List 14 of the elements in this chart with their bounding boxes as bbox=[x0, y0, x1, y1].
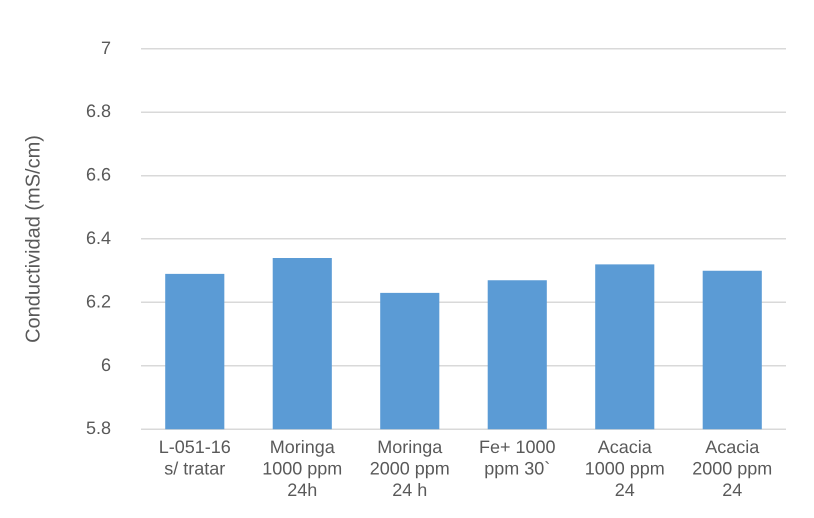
x-tick-label: Moringa 2000 ppm 24 h bbox=[370, 436, 450, 500]
y-axis-title: Conductividad (mS/cm) bbox=[22, 135, 45, 343]
y-tick-label: 6.6 bbox=[86, 164, 112, 185]
y-tick-label: 7 bbox=[101, 38, 112, 58]
x-tick-label: L-051-16 s/ tratar bbox=[158, 436, 231, 479]
x-tick-label: Acacia 1000 ppm 24 bbox=[584, 436, 665, 500]
y-tick-label: 6.4 bbox=[86, 228, 112, 248]
y-tick-label: 6 bbox=[101, 354, 112, 375]
y-tick-label: 6.8 bbox=[86, 101, 112, 122]
y-tick-label: 5.8 bbox=[86, 418, 112, 438]
y-tick-label: 6.2 bbox=[86, 291, 112, 312]
x-tick-label: Fe+ 1000 ppm 30` bbox=[478, 436, 556, 479]
x-tick-label: Acacia 2000 ppm 24 bbox=[692, 436, 772, 500]
x-tick-label: Moringa 1000 ppm 24h bbox=[262, 436, 342, 500]
